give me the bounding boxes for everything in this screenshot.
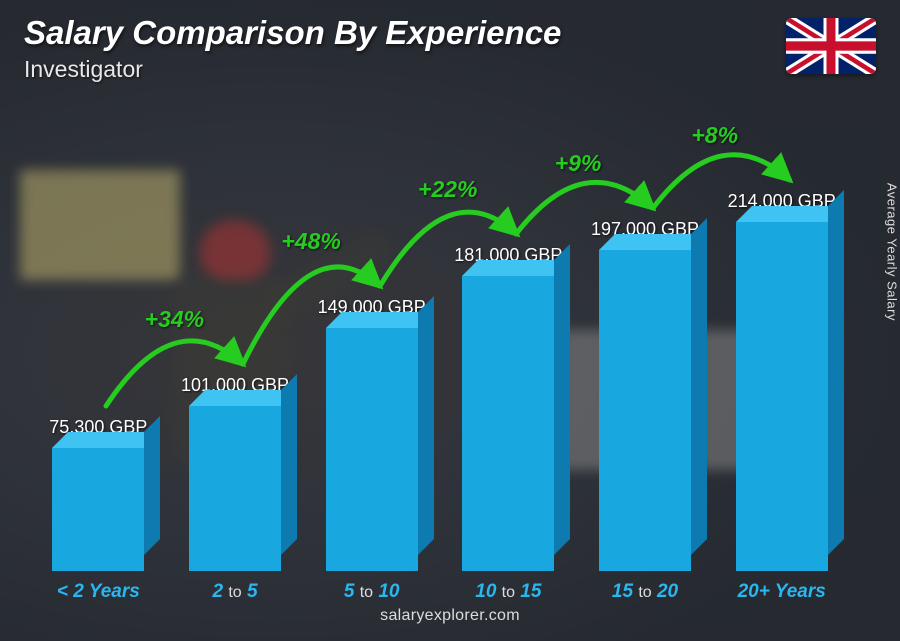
uk-flag-icon xyxy=(786,18,876,74)
bar-column: 197,000 GBP 15 to 20 xyxy=(577,120,714,571)
bar xyxy=(52,448,144,571)
bar-column: 214,000 GBP 20+ Years xyxy=(713,120,850,571)
growth-pct-label: +9% xyxy=(555,150,602,177)
bar xyxy=(599,250,691,571)
bar xyxy=(326,328,418,571)
chart-subtitle: Investigator xyxy=(24,56,143,83)
growth-pct-label: +34% xyxy=(145,306,204,333)
bar-column: 101,000 GBP 2 to 5 xyxy=(167,120,304,571)
growth-pct-label: +48% xyxy=(281,228,340,255)
bar xyxy=(736,222,828,571)
bar xyxy=(462,276,554,571)
bar xyxy=(189,406,281,571)
x-axis-label: 20+ Years xyxy=(686,581,877,603)
growth-pct-label: +22% xyxy=(418,176,477,203)
growth-pct-label: +8% xyxy=(691,122,738,149)
y-axis-label: Average Yearly Salary xyxy=(885,182,900,320)
chart-canvas: Salary Comparison By Experience Investig… xyxy=(0,0,900,641)
footer-attribution: salaryexplorer.com xyxy=(0,607,900,625)
bar-chart: 75,300 GBP < 2 Years 101,000 GBP 2 to 5 … xyxy=(30,120,850,571)
chart-title: Salary Comparison By Experience xyxy=(24,14,561,52)
bar-column: 75,300 GBP < 2 Years xyxy=(30,120,167,571)
